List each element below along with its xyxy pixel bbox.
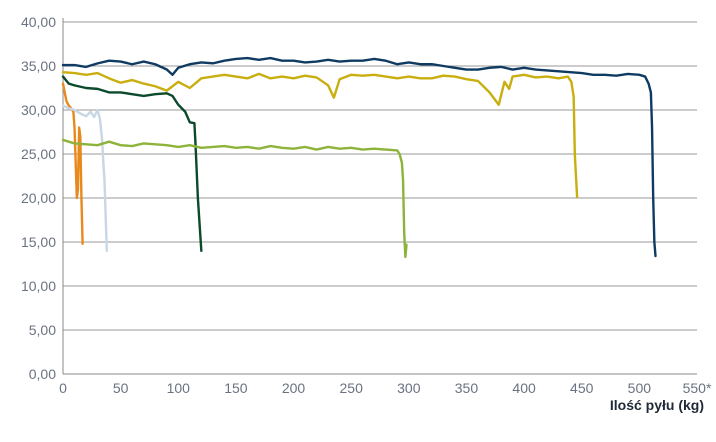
y-tick-label: 10,00 [21,278,56,294]
x-tick-label: 350 [455,380,479,396]
y-tick-label: 40,00 [21,14,56,30]
series-line-6 [61,56,657,258]
x-tick-label: 300 [397,380,421,396]
x-tick-labels: 0 50 100 150 200 250 300 350 400 450 500 550* [59,380,712,396]
axes [62,18,697,375]
x-tick-label: 100 [167,380,191,396]
series-line-3 [61,75,203,252]
series-lines [61,56,657,259]
y-tick-label: 35,00 [21,58,56,74]
y-tick-label: 5,00 [29,322,56,338]
series-line-2 [61,104,108,252]
x-tick-label: 150 [224,380,248,396]
x-tick-label: 400 [512,380,536,396]
y-tick-label: 0,00 [29,366,56,382]
series-line-1 [61,82,84,245]
x-tick-label: 450 [570,380,594,396]
y-tick-labels: 0,00 5,00 10,00 15,00 20,00 25,00 30,00 35,00 40… [21,14,56,382]
x-tick-label: 50 [113,380,129,396]
x-tick-label: 500 [628,380,652,396]
x-tick-label: 250 [340,380,364,396]
grid-lines [63,21,697,331]
x-axis-label: Ilość pyłu (kg) [609,397,704,413]
y-tick-label: 25,00 [21,146,56,162]
series-line-4 [61,138,408,259]
y-tick-label: 30,00 [21,102,56,118]
x-tick-label: 550* [683,380,712,396]
x-tick-label: 200 [282,380,306,396]
y-tick-label: 15,00 [21,234,56,250]
y-tick-label: 20,00 [21,190,56,206]
series-line-5 [61,70,579,199]
x-tick-label: 0 [59,380,67,396]
